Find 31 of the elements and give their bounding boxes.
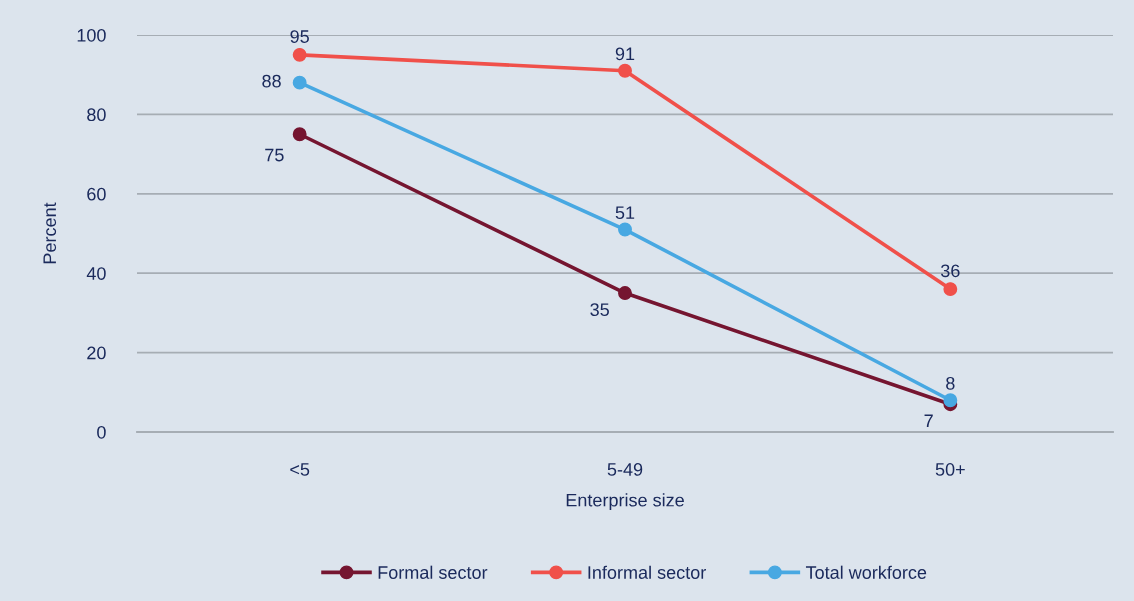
point [618, 63, 632, 78]
data-label: 35 [590, 303, 609, 317]
x-axis-title: Enterprise size [566, 493, 684, 511]
data-label: 91 [615, 47, 635, 61]
data-label: 51 [615, 206, 635, 220]
point [292, 75, 307, 90]
legend-label: Informal sector [588, 565, 706, 579]
y-tick-label: 20 [87, 346, 106, 360]
y-tick-label: 80 [87, 108, 106, 122]
point [943, 393, 958, 408]
legend-label: Formal sector [378, 565, 488, 579]
data-label: 36 [940, 264, 960, 278]
legend-label: Total workforce [805, 565, 927, 579]
x-tick-label: 50+ [935, 463, 965, 476]
data-label: 95 [290, 30, 309, 43]
data-label: 7 [924, 414, 933, 428]
data-label: 75 [265, 148, 284, 162]
point [618, 286, 632, 300]
data-label: 8 [946, 376, 955, 390]
x-tick-label: 5-49 [607, 463, 643, 476]
y-tick-label: 100 [77, 28, 106, 42]
data-label: 88 [262, 74, 281, 88]
x-tick-label: <5 [290, 463, 310, 476]
y-tick-label: 40 [86, 267, 106, 280]
point [292, 127, 307, 142]
y-axis-title: Percent [43, 202, 57, 264]
y-tick-label: 60 [87, 187, 106, 201]
point [618, 222, 632, 237]
point [943, 282, 958, 297]
point [292, 47, 307, 62]
y-tick-label: 0 [97, 425, 106, 439]
